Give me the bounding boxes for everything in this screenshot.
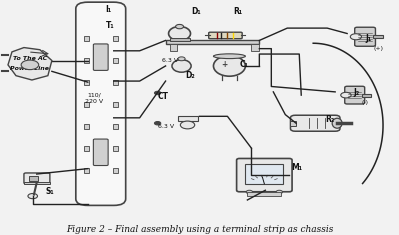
Ellipse shape xyxy=(213,56,245,76)
Bar xyxy=(84,168,89,173)
Text: 110/
220 V: 110/ 220 V xyxy=(85,93,103,104)
Bar xyxy=(113,80,118,85)
FancyBboxPatch shape xyxy=(345,86,365,104)
Bar xyxy=(245,164,283,184)
Bar xyxy=(166,40,259,44)
Circle shape xyxy=(176,24,184,29)
Text: 6.3 V: 6.3 V xyxy=(158,124,174,129)
Circle shape xyxy=(276,190,282,194)
Text: Figure 2 – Final assembly using a terminal strip as chassis: Figure 2 – Final assembly using a termin… xyxy=(66,225,333,234)
Bar xyxy=(170,39,190,41)
Bar xyxy=(113,168,118,173)
Bar xyxy=(247,192,281,196)
Bar xyxy=(113,58,118,63)
FancyBboxPatch shape xyxy=(237,158,292,192)
Text: C₁: C₁ xyxy=(239,60,249,69)
Bar xyxy=(84,58,89,63)
Ellipse shape xyxy=(172,60,191,72)
Text: S₁: S₁ xyxy=(46,187,55,196)
Bar xyxy=(170,44,177,51)
Circle shape xyxy=(154,121,161,125)
Circle shape xyxy=(246,190,253,194)
Text: (-): (-) xyxy=(361,100,368,105)
Bar xyxy=(84,80,89,85)
Circle shape xyxy=(180,121,195,129)
FancyBboxPatch shape xyxy=(76,2,126,205)
Ellipse shape xyxy=(332,118,342,128)
Text: R₁: R₁ xyxy=(233,7,243,16)
FancyBboxPatch shape xyxy=(355,27,375,46)
FancyBboxPatch shape xyxy=(93,139,108,165)
Circle shape xyxy=(341,92,351,98)
FancyBboxPatch shape xyxy=(290,115,340,131)
FancyBboxPatch shape xyxy=(93,44,108,70)
Text: CT: CT xyxy=(158,92,169,101)
Text: M₁: M₁ xyxy=(291,163,302,172)
Bar xyxy=(373,35,383,39)
Bar xyxy=(24,182,50,184)
Text: 6.3 V: 6.3 V xyxy=(162,58,178,63)
Bar xyxy=(290,121,296,126)
Text: To The AC: To The AC xyxy=(13,56,47,61)
Bar xyxy=(178,116,198,121)
Ellipse shape xyxy=(168,27,191,41)
Text: Power Line: Power Line xyxy=(10,66,49,70)
Bar xyxy=(84,124,89,129)
Bar xyxy=(113,36,118,41)
Circle shape xyxy=(21,60,39,70)
Bar xyxy=(113,102,118,107)
Bar xyxy=(251,44,259,51)
Bar xyxy=(113,124,118,129)
FancyBboxPatch shape xyxy=(209,32,242,39)
Text: +: + xyxy=(221,60,228,69)
Circle shape xyxy=(154,91,161,95)
Bar xyxy=(84,36,89,41)
Circle shape xyxy=(350,34,361,40)
Text: D₁: D₁ xyxy=(192,7,201,16)
Bar xyxy=(29,176,38,181)
Circle shape xyxy=(28,193,38,199)
Text: J₂: J₂ xyxy=(353,88,359,98)
Circle shape xyxy=(178,57,185,61)
Ellipse shape xyxy=(213,54,245,59)
Text: T₁: T₁ xyxy=(106,21,115,31)
Text: D₂: D₂ xyxy=(186,71,195,80)
Text: (+): (+) xyxy=(373,46,383,51)
Polygon shape xyxy=(8,47,52,80)
Text: J₁: J₁ xyxy=(365,34,371,43)
Bar xyxy=(84,102,89,107)
Bar xyxy=(113,145,118,151)
Text: I₁: I₁ xyxy=(106,5,112,14)
FancyBboxPatch shape xyxy=(24,173,50,184)
Bar xyxy=(362,94,371,97)
Text: R₂: R₂ xyxy=(325,115,334,125)
Bar xyxy=(84,145,89,151)
